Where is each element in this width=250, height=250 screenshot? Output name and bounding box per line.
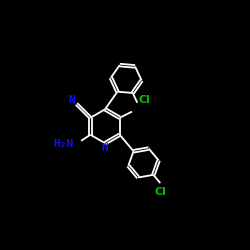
Text: Cl: Cl — [139, 95, 151, 105]
Text: H₂N: H₂N — [53, 139, 74, 149]
Text: N: N — [68, 95, 75, 105]
Text: N: N — [102, 143, 108, 153]
Text: Cl: Cl — [154, 187, 166, 197]
